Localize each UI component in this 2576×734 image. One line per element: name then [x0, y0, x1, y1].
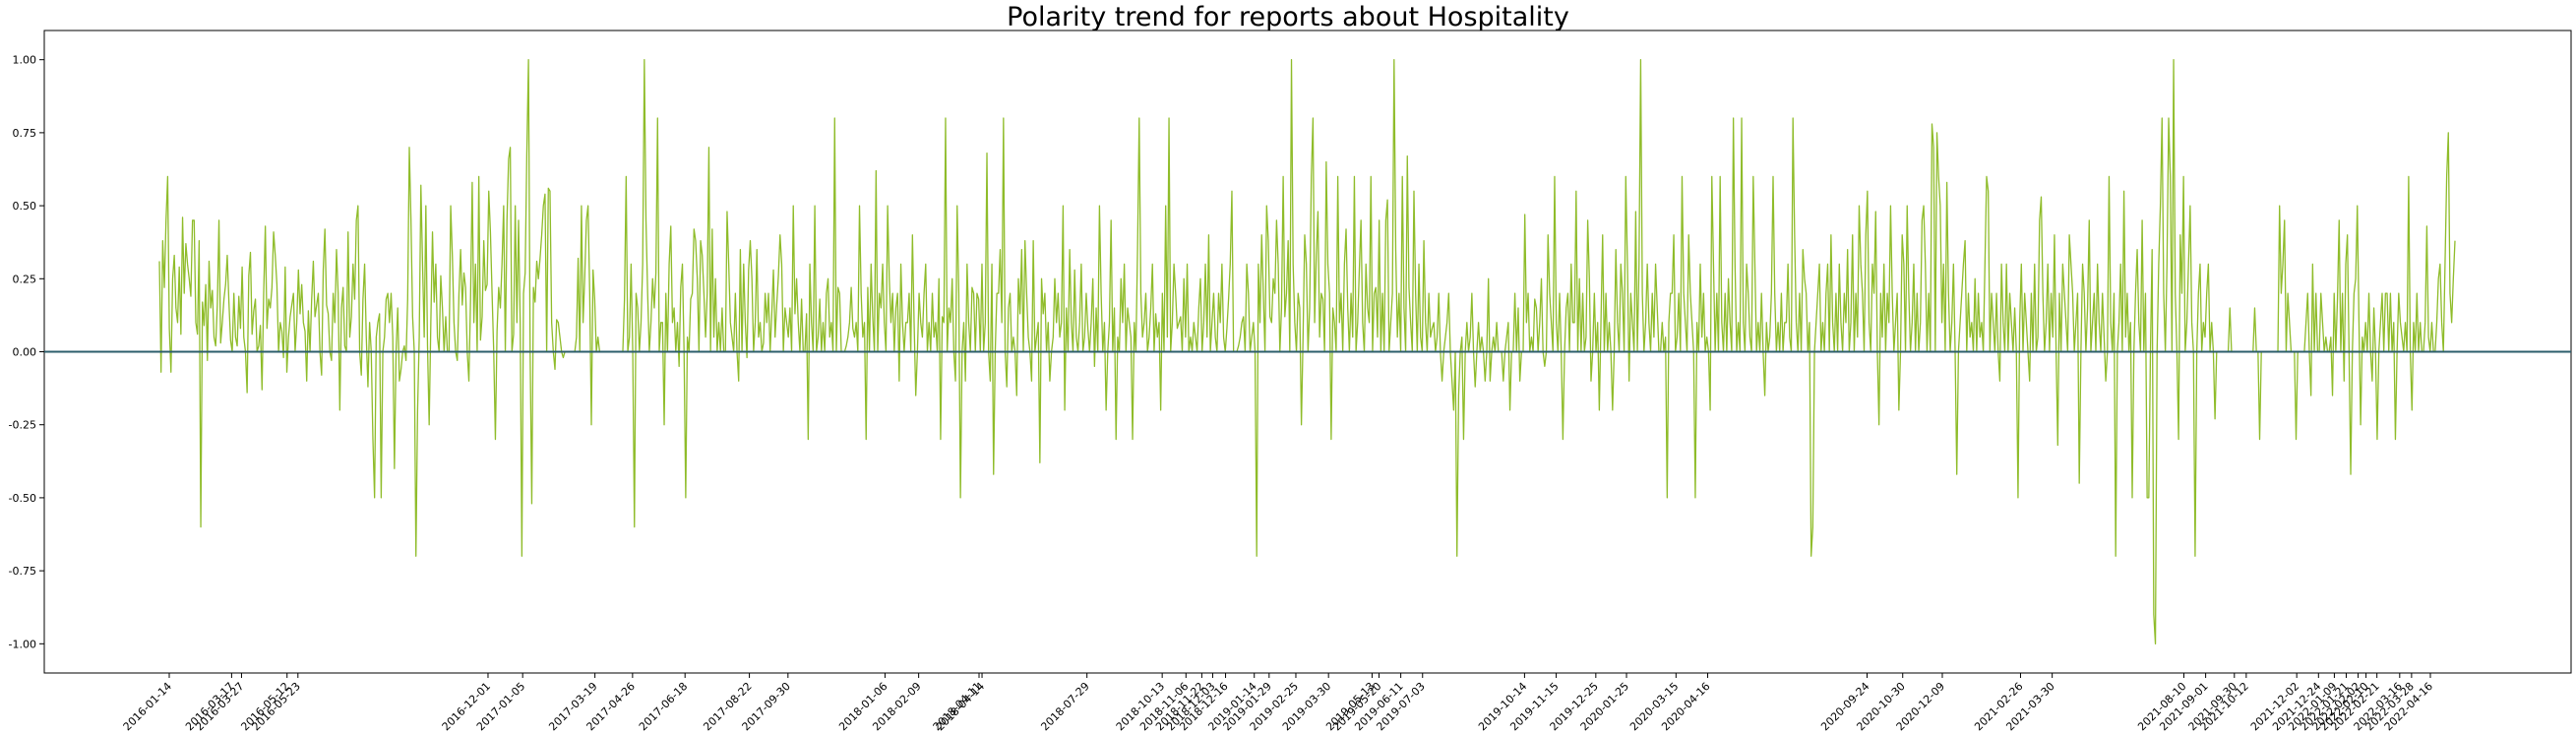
- y-tick-label: 1.00: [13, 54, 37, 67]
- x-tick-label: 2016-01-14: [121, 680, 174, 733]
- x-tick-label: 2018-07-29: [1038, 680, 1091, 733]
- y-tick-label: 0.25: [13, 273, 37, 285]
- y-tick-label: 0.75: [13, 127, 37, 140]
- y-tick-label: 0.50: [13, 200, 37, 213]
- polarity-series-line: [158, 59, 2456, 644]
- y-tick-label: -0.25: [9, 419, 36, 432]
- y-tick-label: -0.50: [9, 492, 36, 505]
- y-tick-label: 0.00: [13, 346, 37, 359]
- y-axis: 1.00 0.75 0.50 0.25 0.00 -0.25 -0.50 -0.75 -1.00: [9, 54, 44, 650]
- y-tick-label: -0.75: [9, 565, 36, 578]
- chart-title: Polarity trend for reports about Hospita…: [1007, 2, 1569, 32]
- y-tick-label: -1.00: [9, 638, 36, 650]
- x-axis: 2016-01-14 2016-03-172016-03-272016-05-12…: [121, 673, 2435, 733]
- series-layer: [158, 59, 2456, 644]
- x-tick-label: 2018-04-14: [934, 680, 987, 733]
- x-tick-label: 2017-06-18: [637, 680, 690, 733]
